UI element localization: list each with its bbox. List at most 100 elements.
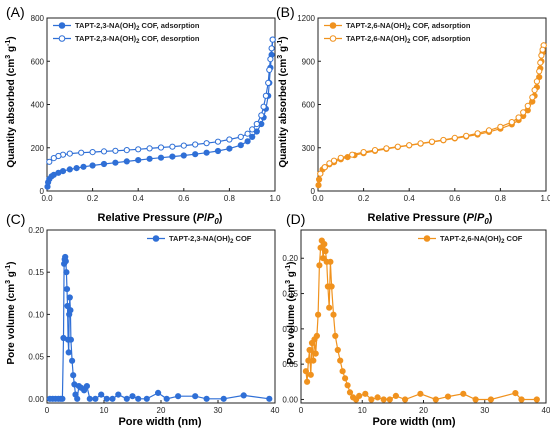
panel-b-ytick-label: 300: [302, 144, 316, 153]
panel-c-series-1-point: [155, 389, 162, 396]
panel-c-series-1-point: [135, 395, 142, 402]
panel-b-series-2-point: [474, 130, 481, 137]
panel-d-series-1-point: [316, 262, 323, 269]
panel-b-series-2-point: [428, 138, 436, 145]
panel-a-series-1-point: [249, 133, 256, 140]
panel-d-series-1-point: [368, 396, 375, 403]
panel-d-ytick-label: 0.15: [282, 290, 298, 299]
panel-c-frame: [46, 229, 276, 404]
panel-d-legend-marker: [423, 235, 431, 242]
panel-c-series-1-point: [74, 395, 81, 402]
panel-a-ytick-label: 800: [31, 14, 45, 23]
panel-d-series-1-point: [444, 393, 452, 400]
panel-a-xtick-label: 0.4: [133, 194, 145, 203]
panel-c-series-1-point: [103, 395, 110, 402]
panel-b-series-2-point: [417, 140, 424, 147]
panel-a-legend-marker: [58, 35, 66, 42]
panel-b-xtick-label: 1.0: [540, 194, 550, 203]
panel-d-series-1-point: [380, 396, 387, 403]
panel-c-legend-label: TAPT-2,3-NA(OH)2 COF: [169, 234, 252, 245]
panel-d-series-1-point: [313, 332, 320, 339]
panel-b-series-2-point: [451, 134, 458, 141]
panel-b-label: (B): [276, 4, 295, 20]
panel-a-series-1-point: [180, 152, 187, 159]
panel-b-ytick-label: 0: [311, 187, 316, 196]
panel-a-xtick-label: 1.0: [269, 194, 281, 203]
panel-b-series-2-point: [508, 119, 515, 126]
panel-b-xtick-label: 0.6: [449, 194, 461, 203]
panel-a-series-1-point: [226, 145, 233, 152]
panel-b-series-2-point: [515, 114, 522, 121]
panel-a-series-2-point: [258, 112, 265, 119]
panel-b-series-2-point: [533, 78, 541, 85]
panel-a-xlabel: Relative Pressure (P/P0): [98, 212, 223, 226]
panel-b-series-2-point: [440, 136, 447, 144]
panel-a-series-1-point: [66, 166, 73, 173]
panel-a: (A) 0.0 0.2 0.4 0.6 0.8 1.0 0 200 400 600 800 TAPT-…: [5, 4, 281, 226]
panel-d-series-1-point: [337, 357, 344, 364]
panel-d-series-1-point: [310, 357, 317, 364]
panel-b-xtick-label: 0.2: [358, 194, 370, 203]
panel-a-series-1-point: [237, 142, 244, 149]
panel-b-series-2-point: [485, 127, 493, 134]
panel-c-series-1-point: [64, 302, 71, 310]
panel-a-series-2-point: [203, 140, 210, 147]
panel-c-plot: 0 10 20 30 40 0.00 0.05 0.10 0.15 0.20 TAPT-2,3-NA…: [28, 226, 280, 415]
panel-c-series-1-point: [175, 393, 182, 400]
panel-b-legend-marker: [329, 22, 337, 29]
panel-b-legend-marker: [329, 35, 337, 42]
panel-a-series-2-point: [237, 133, 244, 140]
panel-c-series-1-point: [129, 393, 136, 400]
panel-c-series-1-point: [220, 395, 227, 402]
panel-d-series-1-point: [332, 332, 339, 339]
panel-c-ytick-label: 0.10: [28, 310, 44, 319]
panel-c-series-1-point: [86, 395, 93, 402]
panel-c-series-1-point: [203, 395, 210, 402]
panel-b-series-2-point: [349, 151, 356, 158]
panel-a-series-2-point: [269, 36, 276, 43]
panel-d-ytick-label: 0.10: [282, 325, 298, 334]
panel-a-series-2-point: [146, 145, 153, 152]
panel-d-series-1-point: [362, 390, 369, 397]
panel-d-series-1-point: [432, 396, 439, 403]
panel-b-plot: 0.0 0.2 0.4 0.6 0.8 1.0 0 300 600 900 1200 TAPT-2,6…: [297, 14, 550, 203]
panel-c-series-1-point: [65, 349, 72, 356]
panel-a-series-2-point: [157, 144, 165, 151]
panel-a-series-1-point: [146, 155, 153, 162]
panel-b-series-2-point: [406, 142, 413, 149]
panel-d-series-1-point: [460, 390, 467, 397]
panel-b-xtick-label: 0.0: [312, 194, 324, 203]
panel-b: (B) 0.0 0.2 0.4 0.6 0.8 1.0 0 300 600 900 1200 TAPT…: [276, 4, 550, 226]
panel-a-series-2-point: [244, 130, 251, 137]
panel-d-series-1-point: [472, 396, 479, 403]
panel-a-series-1-point: [59, 168, 67, 175]
panel-b-series-2-point: [371, 147, 379, 154]
panel-c-series-1-point: [163, 395, 170, 402]
panel-d-series-1-point: [306, 346, 313, 354]
panel-b-legend-label: TAPT-2,6-NA(OH)2 COF, adsorption: [346, 34, 471, 45]
panel-b-series-2-point: [330, 157, 338, 164]
panel-c-series-1-point: [70, 372, 77, 379]
panel-c-ytick-label: 0.05: [28, 353, 44, 362]
panel-b-series-2-point: [538, 52, 545, 59]
panel-c-series-1-point: [67, 336, 75, 343]
panel-d-series-1-point: [321, 241, 328, 248]
panel-a-series-1-point: [73, 165, 80, 172]
panel-b-series-2-point: [463, 132, 470, 139]
panel-a-series-2-point: [123, 147, 130, 154]
panel-c-series-1-point: [66, 294, 73, 301]
panel-c-xlabel: Pore width (nm): [118, 416, 201, 428]
panel-b-series-1-line: [317, 45, 545, 186]
panel-a-label: (A): [6, 4, 25, 20]
panel-c-series-1-point: [109, 395, 116, 402]
panel-b-series-2-point: [321, 164, 328, 171]
panel-d-series-1-point: [346, 389, 354, 396]
panel-b-series-2-point: [539, 46, 546, 53]
panel-b-ytick-label: 600: [302, 101, 316, 110]
panel-a-series-2-point: [262, 92, 269, 99]
panel-d-label: (D): [286, 211, 305, 227]
panel-b-series-2-point: [317, 170, 324, 177]
panel-d-series-1-point: [312, 350, 319, 357]
panel-d-series-1-point: [533, 396, 540, 403]
panel-a-series-1-point: [123, 158, 130, 165]
